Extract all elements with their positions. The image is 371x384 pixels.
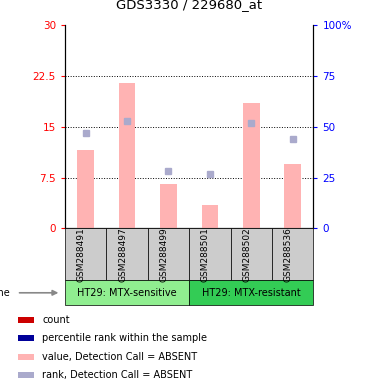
Text: rank, Detection Call = ABSENT: rank, Detection Call = ABSENT	[42, 370, 193, 380]
Bar	[18, 354, 34, 359]
Bar	[18, 372, 34, 378]
Text: GSM288536: GSM288536	[284, 227, 293, 282]
Bar	[18, 317, 34, 323]
Bar	[202, 205, 218, 228]
Text: GSM288502: GSM288502	[242, 227, 252, 282]
Bar	[243, 103, 260, 228]
Text: HT29: MTX-sensitive: HT29: MTX-sensitive	[77, 288, 177, 298]
Bar	[18, 336, 34, 341]
Bar	[77, 151, 94, 228]
Text: GSM288497: GSM288497	[118, 227, 127, 282]
Text: percentile rank within the sample: percentile rank within the sample	[42, 333, 207, 343]
Bar	[119, 83, 135, 228]
Text: cell line: cell line	[0, 288, 9, 298]
Bar	[285, 164, 301, 228]
Text: GSM288499: GSM288499	[160, 227, 168, 282]
Text: HT29: MTX-resistant: HT29: MTX-resistant	[202, 288, 301, 298]
Text: value, Detection Call = ABSENT: value, Detection Call = ABSENT	[42, 352, 198, 362]
Text: GDS3330 / 229680_at: GDS3330 / 229680_at	[116, 0, 262, 12]
Text: GSM288501: GSM288501	[201, 227, 210, 282]
Text: count: count	[42, 315, 70, 325]
Bar	[160, 184, 177, 228]
Text: GSM288491: GSM288491	[77, 227, 86, 282]
